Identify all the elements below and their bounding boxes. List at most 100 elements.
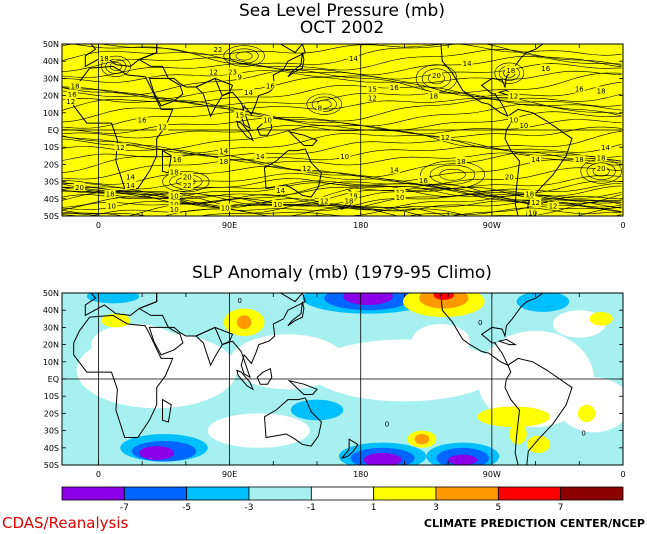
contour-label-bg xyxy=(394,193,406,202)
contour-label: 10 xyxy=(170,206,179,214)
y-tick-label: 30S xyxy=(44,427,59,436)
isobar-contours xyxy=(62,44,622,216)
coastline-greatbritain xyxy=(90,293,94,294)
anomaly-region xyxy=(290,399,344,421)
contour-label-bg xyxy=(547,201,559,210)
isobar-line xyxy=(62,125,622,151)
contour-label: 20 xyxy=(432,72,441,80)
isobar-line xyxy=(62,180,622,194)
isobar-line xyxy=(62,63,622,80)
contour-label: 20 xyxy=(75,184,84,192)
isobar-line xyxy=(62,159,622,182)
y-tick-label: 50N xyxy=(43,40,59,49)
contour-label-bg xyxy=(264,81,276,90)
contour-label-bg xyxy=(388,83,400,91)
contour-label-bg xyxy=(219,203,231,212)
isobar-closed xyxy=(494,62,525,84)
coastline-sumatra xyxy=(236,120,254,142)
colorbar-label: 3 xyxy=(433,503,439,513)
coastline-northamerica xyxy=(440,293,544,367)
contour-label-bg xyxy=(595,86,607,95)
contour-label: 12 xyxy=(66,98,75,106)
anomaly-neutral-zone xyxy=(207,413,310,448)
contour-label: 9 xyxy=(238,74,242,82)
contour-label-bg xyxy=(503,172,515,181)
contour-label-bg xyxy=(316,103,324,112)
contour-label: 16 xyxy=(138,117,147,125)
contour-label-bg xyxy=(168,199,180,208)
contour-label: 10 xyxy=(528,210,537,218)
contour-label-bg xyxy=(207,67,220,76)
colorbar-swatch xyxy=(560,486,624,501)
y-tick-label: 30S xyxy=(44,178,59,187)
coastline-africa xyxy=(73,314,174,438)
coastline-madagascar xyxy=(162,398,172,423)
contour-label-bg xyxy=(595,163,607,172)
y-tick-label: EQ xyxy=(48,126,59,135)
anomaly-shading xyxy=(76,293,623,465)
y-tick-label: 50S xyxy=(44,212,59,221)
y-axis-ticks: 50N 40N 30N 20N 10N EQ 10S 20S 30S 40S 50S xyxy=(43,40,623,221)
contour-label-bg xyxy=(439,132,451,141)
contour-label-bg xyxy=(181,181,193,190)
coastline-newguinea xyxy=(287,130,318,146)
anomaly-region xyxy=(477,406,551,428)
contour-label: 10 xyxy=(107,203,116,211)
colorbar-swatch xyxy=(123,486,188,501)
coastline-africa xyxy=(73,65,174,189)
contour-label: 14 xyxy=(349,55,358,63)
contour-label-bg xyxy=(427,91,440,100)
contour-label-bg xyxy=(274,186,287,195)
anomaly-region xyxy=(414,434,430,445)
contour-label: 12 xyxy=(509,93,518,101)
contour-label: 16 xyxy=(68,91,77,99)
chart-title: Sea Level Pressure (mb) xyxy=(239,1,445,21)
contour-label-bg xyxy=(524,189,536,198)
contour-label: 22 xyxy=(183,182,192,190)
contour-label-bg xyxy=(242,88,255,97)
contour-label: 20 xyxy=(597,165,606,173)
x-tick-label: 90E xyxy=(222,221,237,230)
contour-label: 18 xyxy=(429,93,438,101)
contour-label: 23 xyxy=(228,69,237,77)
coastline-cuba xyxy=(497,338,518,346)
x-tick-label: 180 xyxy=(353,221,368,230)
coastline-madagascar xyxy=(162,149,172,174)
contour-label: 14 xyxy=(463,60,472,68)
contour-label-bg xyxy=(301,163,313,172)
contour-label: 16 xyxy=(390,84,399,92)
contour-label: 10 xyxy=(273,201,282,209)
contour-label: 18 xyxy=(170,168,179,176)
contour-label-bg xyxy=(455,156,467,165)
coastline-borneo xyxy=(256,367,273,385)
contour-label-bg xyxy=(505,65,517,74)
contour-label: 10 xyxy=(340,153,349,161)
contour-label: 12 xyxy=(396,189,405,197)
contour-label: 16 xyxy=(419,177,428,185)
contour-label-bg xyxy=(66,89,78,98)
coastline-japan xyxy=(287,301,305,327)
contour-label: 10 xyxy=(170,192,179,200)
isobar-line xyxy=(62,138,622,158)
y-tick-label: 50N xyxy=(43,289,59,298)
isobar-line xyxy=(62,207,622,216)
isobar-line xyxy=(62,103,622,127)
anomaly-neutral-zone xyxy=(309,339,500,402)
contour-label-bg xyxy=(508,91,520,100)
coastline-northamerica xyxy=(440,44,544,118)
colorbar-swatch xyxy=(435,486,499,501)
coastline-sumatra xyxy=(236,369,254,391)
anomaly-neutral-zone xyxy=(91,323,179,366)
contour-label: 12 xyxy=(368,94,377,102)
chart-subtitle: OCT 2002 xyxy=(300,18,384,38)
coastline-australia xyxy=(263,397,322,447)
contour-label: 16 xyxy=(173,156,182,164)
contour-label-bg xyxy=(343,196,355,205)
isobar-line xyxy=(62,182,622,208)
y-tick-label: 10S xyxy=(44,143,59,152)
x-tick-label: 0 xyxy=(96,470,101,479)
contour-label: 18 xyxy=(100,55,109,63)
colorbar: -7 -5 -3 -1 1 3 5 7 xyxy=(61,486,624,513)
contour-label: 12 xyxy=(302,165,311,173)
